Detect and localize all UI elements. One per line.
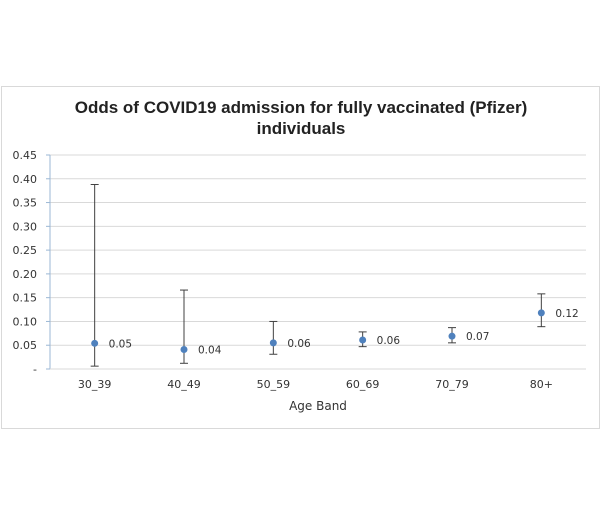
data-label: 0.06: [377, 335, 401, 347]
chart-title-line-2: individuals: [257, 119, 346, 138]
y-tick-label: 0.45: [13, 149, 38, 162]
x-tick-labels: 30_39 40_49 50_59 60_69 70_79 80+: [78, 378, 553, 391]
x-tick-label: 60_69: [346, 378, 380, 391]
x-tick-label: 30_39: [78, 378, 112, 391]
chart-frame: [1, 86, 600, 429]
x-tick-label: 50_59: [257, 378, 291, 391]
chart-title-line-1: Odds of COVID19 admission for fully vacc…: [75, 98, 527, 117]
data-point: [448, 332, 456, 340]
data-point: [180, 346, 188, 354]
y-tick-labels: - 0.05 0.10 0.15 0.20 0.25 0.30 0.35 0.40 0.45: [13, 149, 38, 376]
data-point: [359, 336, 367, 344]
y-tick-label: 0.10: [13, 315, 38, 328]
y-tick-label: 0.20: [13, 268, 38, 281]
data-point: [91, 339, 99, 347]
data-label: 0.06: [287, 338, 311, 350]
data-label: 0.12: [555, 308, 578, 320]
x-tick-label: 40_49: [167, 378, 201, 391]
y-tick-label: 0.05: [13, 339, 38, 352]
data-label: 0.05: [109, 338, 132, 350]
y-tick-label: 0.35: [13, 197, 38, 210]
y-tick-label: 0.25: [13, 244, 38, 257]
x-axis-title: Age Band: [289, 399, 347, 413]
y-tick-label: 0.30: [13, 220, 38, 233]
y-tick-label: 0.40: [13, 173, 38, 186]
x-tick-label: 80+: [530, 378, 553, 391]
gridlines: [50, 154, 586, 346]
data-point: [537, 309, 545, 317]
data-label: 0.04: [198, 345, 222, 357]
y-tick-label: -: [33, 363, 37, 376]
axes: [46, 154, 586, 370]
x-tick-label: 70_79: [435, 378, 469, 391]
data-points: [91, 309, 545, 354]
y-tick-label: 0.15: [13, 292, 38, 305]
data-label: 0.07: [466, 331, 489, 343]
data-point: [269, 339, 277, 347]
data-labels: 0.05 0.04 0.06 0.06 0.07 0.12: [109, 308, 579, 357]
